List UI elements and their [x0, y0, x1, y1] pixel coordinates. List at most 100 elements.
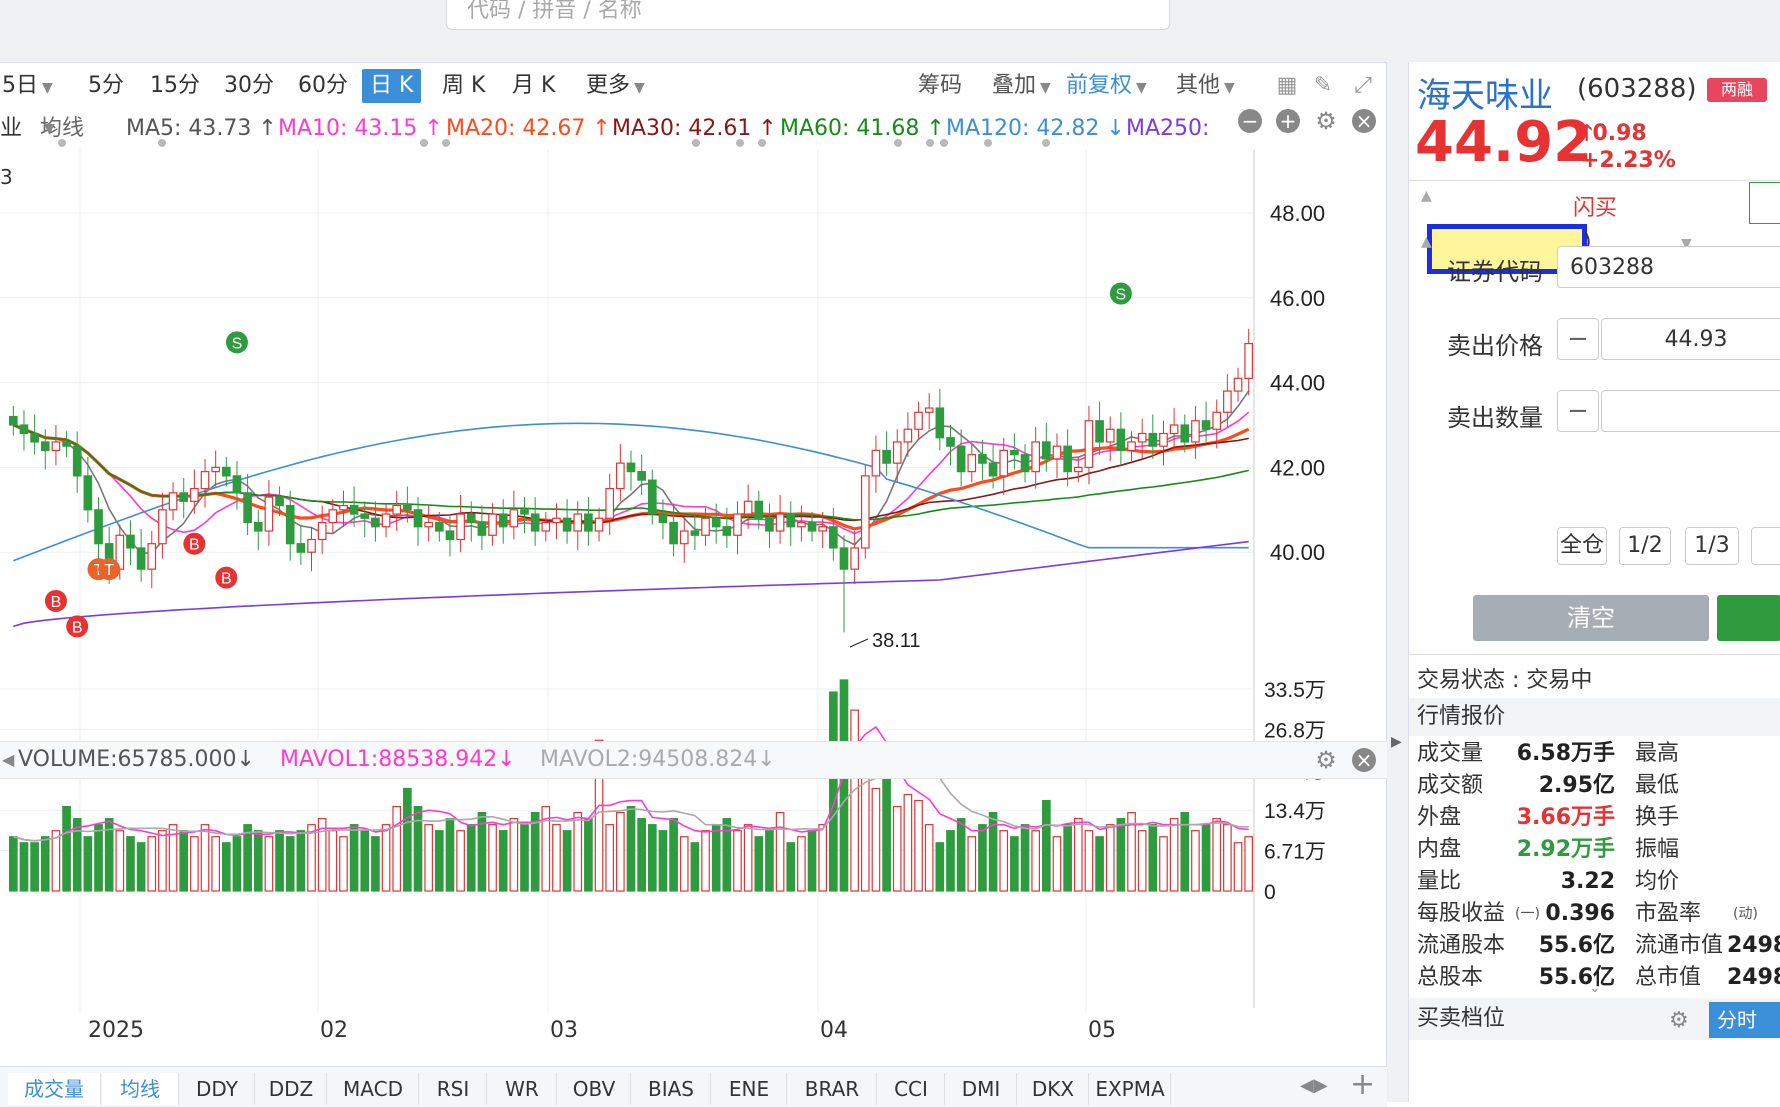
quote-sublabel: (一) [1515, 906, 1540, 922]
indicator-tab[interactable]: OBV [558, 1073, 631, 1105]
price-input[interactable]: 44.93 [1601, 318, 1780, 360]
tab-30min[interactable]: 30分 [224, 73, 274, 98]
date-label: 03 [550, 1018, 578, 1043]
volume-bar [1042, 799, 1051, 892]
indicator-tab[interactable]: BIAS [632, 1073, 711, 1105]
candle [509, 509, 519, 528]
arrow-up-icon: 🡑 [1581, 121, 1593, 146]
quarter-position-button[interactable] [1751, 527, 1780, 565]
third-position-button[interactable]: 1/3 [1685, 527, 1739, 565]
overlay-button[interactable]: 叠加 ▼ [992, 73, 1051, 98]
volume-bar [520, 824, 529, 892]
indicator-tab[interactable]: DDY [180, 1073, 255, 1105]
tab-month-k[interactable]: 月 K [512, 73, 556, 98]
qty-input[interactable] [1601, 390, 1780, 432]
add-indicator-icon[interactable]: + [1350, 1067, 1376, 1102]
chevron-down-icon[interactable]: ⌄ [1589, 980, 1601, 996]
scroll-up-icon[interactable]: ▲ [1421, 188, 1432, 204]
volume-bar [360, 830, 370, 892]
indicator-tab[interactable]: 均线 [102, 1073, 179, 1105]
clear-button[interactable]: 清空 [1473, 595, 1709, 641]
other-button[interactable]: 其他 ▼ [1176, 73, 1235, 98]
volume-bar [1137, 830, 1147, 892]
gear-icon[interactable]: ⚙ [1315, 746, 1337, 774]
volume-bar [62, 805, 71, 892]
gear-icon[interactable]: ⚙ [1669, 1008, 1689, 1033]
layout-grid-icon[interactable]: ▦ [1276, 73, 1298, 98]
tab-5min[interactable]: 5分 [88, 73, 124, 98]
volume-bar [456, 830, 465, 892]
flash-buy-label[interactable]: 闪买 [1573, 196, 1618, 221]
tab-day-k[interactable]: 日 K [362, 69, 422, 103]
scroll-tabs-icon[interactable]: ◀▶ [1300, 1075, 1328, 1096]
volume-bar [115, 830, 125, 892]
half-position-button[interactable]: 1/2 [1619, 527, 1671, 565]
indicator-tab[interactable]: 成交量 [8, 1073, 101, 1105]
volume-bar [658, 830, 668, 892]
qty-minus-button[interactable]: − [1557, 390, 1599, 432]
sell-button[interactable] [1717, 595, 1780, 641]
signal-marker [66, 615, 89, 638]
side-tab[interactable] [1749, 182, 1780, 224]
code-input[interactable]: 603288 [1557, 246, 1780, 288]
candle [307, 538, 316, 553]
indicator-tab[interactable]: WR [488, 1073, 557, 1105]
candle [1244, 342, 1254, 379]
volume-tick-label: 13.4万 [1264, 800, 1326, 823]
candle [1095, 420, 1104, 443]
ma60-value: MA60: 41.68 ↑ [780, 116, 945, 141]
candle [445, 530, 455, 541]
adjust-button[interactable]: 前复权 ▼ [1066, 73, 1147, 98]
candle [1116, 428, 1126, 452]
chevron-down-icon: ▼ [42, 80, 53, 96]
volume-bar [403, 787, 412, 892]
volume-bar [1169, 818, 1179, 892]
candle [1137, 432, 1147, 443]
zoom-in-icon[interactable]: + [1276, 109, 1300, 133]
quote-row: 外盘 3.66万手 换手 [1409, 802, 1780, 834]
close-icon[interactable]: × [1352, 748, 1376, 772]
tab-15min[interactable]: 15分 [150, 73, 200, 98]
volume-bar [775, 812, 785, 892]
candlestick-chart[interactable]: 48.0046.0044.0042.0040.0038.11BBTTBBSS33… [0, 63, 1387, 1103]
candle [1180, 424, 1190, 443]
tab-60min[interactable]: 60分 [298, 73, 348, 98]
panel-divider[interactable]: ▶ [1387, 62, 1408, 1102]
volume-bar [200, 824, 210, 892]
chips-button[interactable]: 筹码 [918, 73, 963, 98]
draw-pen-icon[interactable]: ✎ [1313, 73, 1333, 98]
volume-tick-label: 0 [1264, 881, 1276, 904]
indicator-tab[interactable]: RSI [420, 1073, 487, 1105]
indicator-tab[interactable]: CCI [878, 1073, 945, 1105]
indicator-tab[interactable]: ENE [712, 1073, 787, 1105]
zoom-out-icon[interactable]: − [1238, 109, 1262, 133]
candle [1042, 441, 1051, 460]
intraday-tab[interactable]: 分时 [1709, 1002, 1780, 1038]
volume-bar [573, 812, 583, 892]
search-input[interactable]: 代码 / 拼音 / 名称 [446, 0, 1170, 30]
fullscreen-icon[interactable]: ⤢ [1354, 73, 1372, 98]
tab-5day[interactable]: 5日 ▼ [2, 73, 53, 98]
scroll-icon[interactable]: ▲ [1421, 234, 1432, 250]
tab-more[interactable]: 更多 ▼ [586, 73, 645, 98]
close-icon[interactable]: × [1352, 109, 1376, 133]
volume-bar [264, 836, 274, 892]
all-position-button[interactable]: 全仓 [1557, 527, 1607, 565]
volume-bar [72, 818, 82, 892]
indicator-tab[interactable]: MACD [328, 1073, 419, 1105]
gear-icon[interactable]: ⚙ [1315, 107, 1337, 135]
tab-week-k[interactable]: 周 K [442, 73, 486, 98]
ma-line [13, 424, 1249, 521]
indicator-tab[interactable]: DDZ [256, 1073, 327, 1105]
candle [988, 462, 998, 477]
indicator-tab[interactable]: EXPMA [1090, 1073, 1171, 1105]
indicator-tab[interactable]: BRAR [788, 1073, 877, 1105]
indicator-tab[interactable]: DKX [1018, 1073, 1089, 1105]
indicator-tab[interactable]: DMI [946, 1073, 1017, 1105]
chevron-down-icon[interactable]: ▼ [1681, 236, 1692, 252]
signal-label: B [51, 594, 62, 611]
price-minus-button[interactable]: − [1557, 318, 1599, 360]
collapse-arrow-icon[interactable]: ▶ [1391, 734, 1402, 750]
volume-bar [83, 836, 93, 892]
candle [765, 517, 774, 532]
